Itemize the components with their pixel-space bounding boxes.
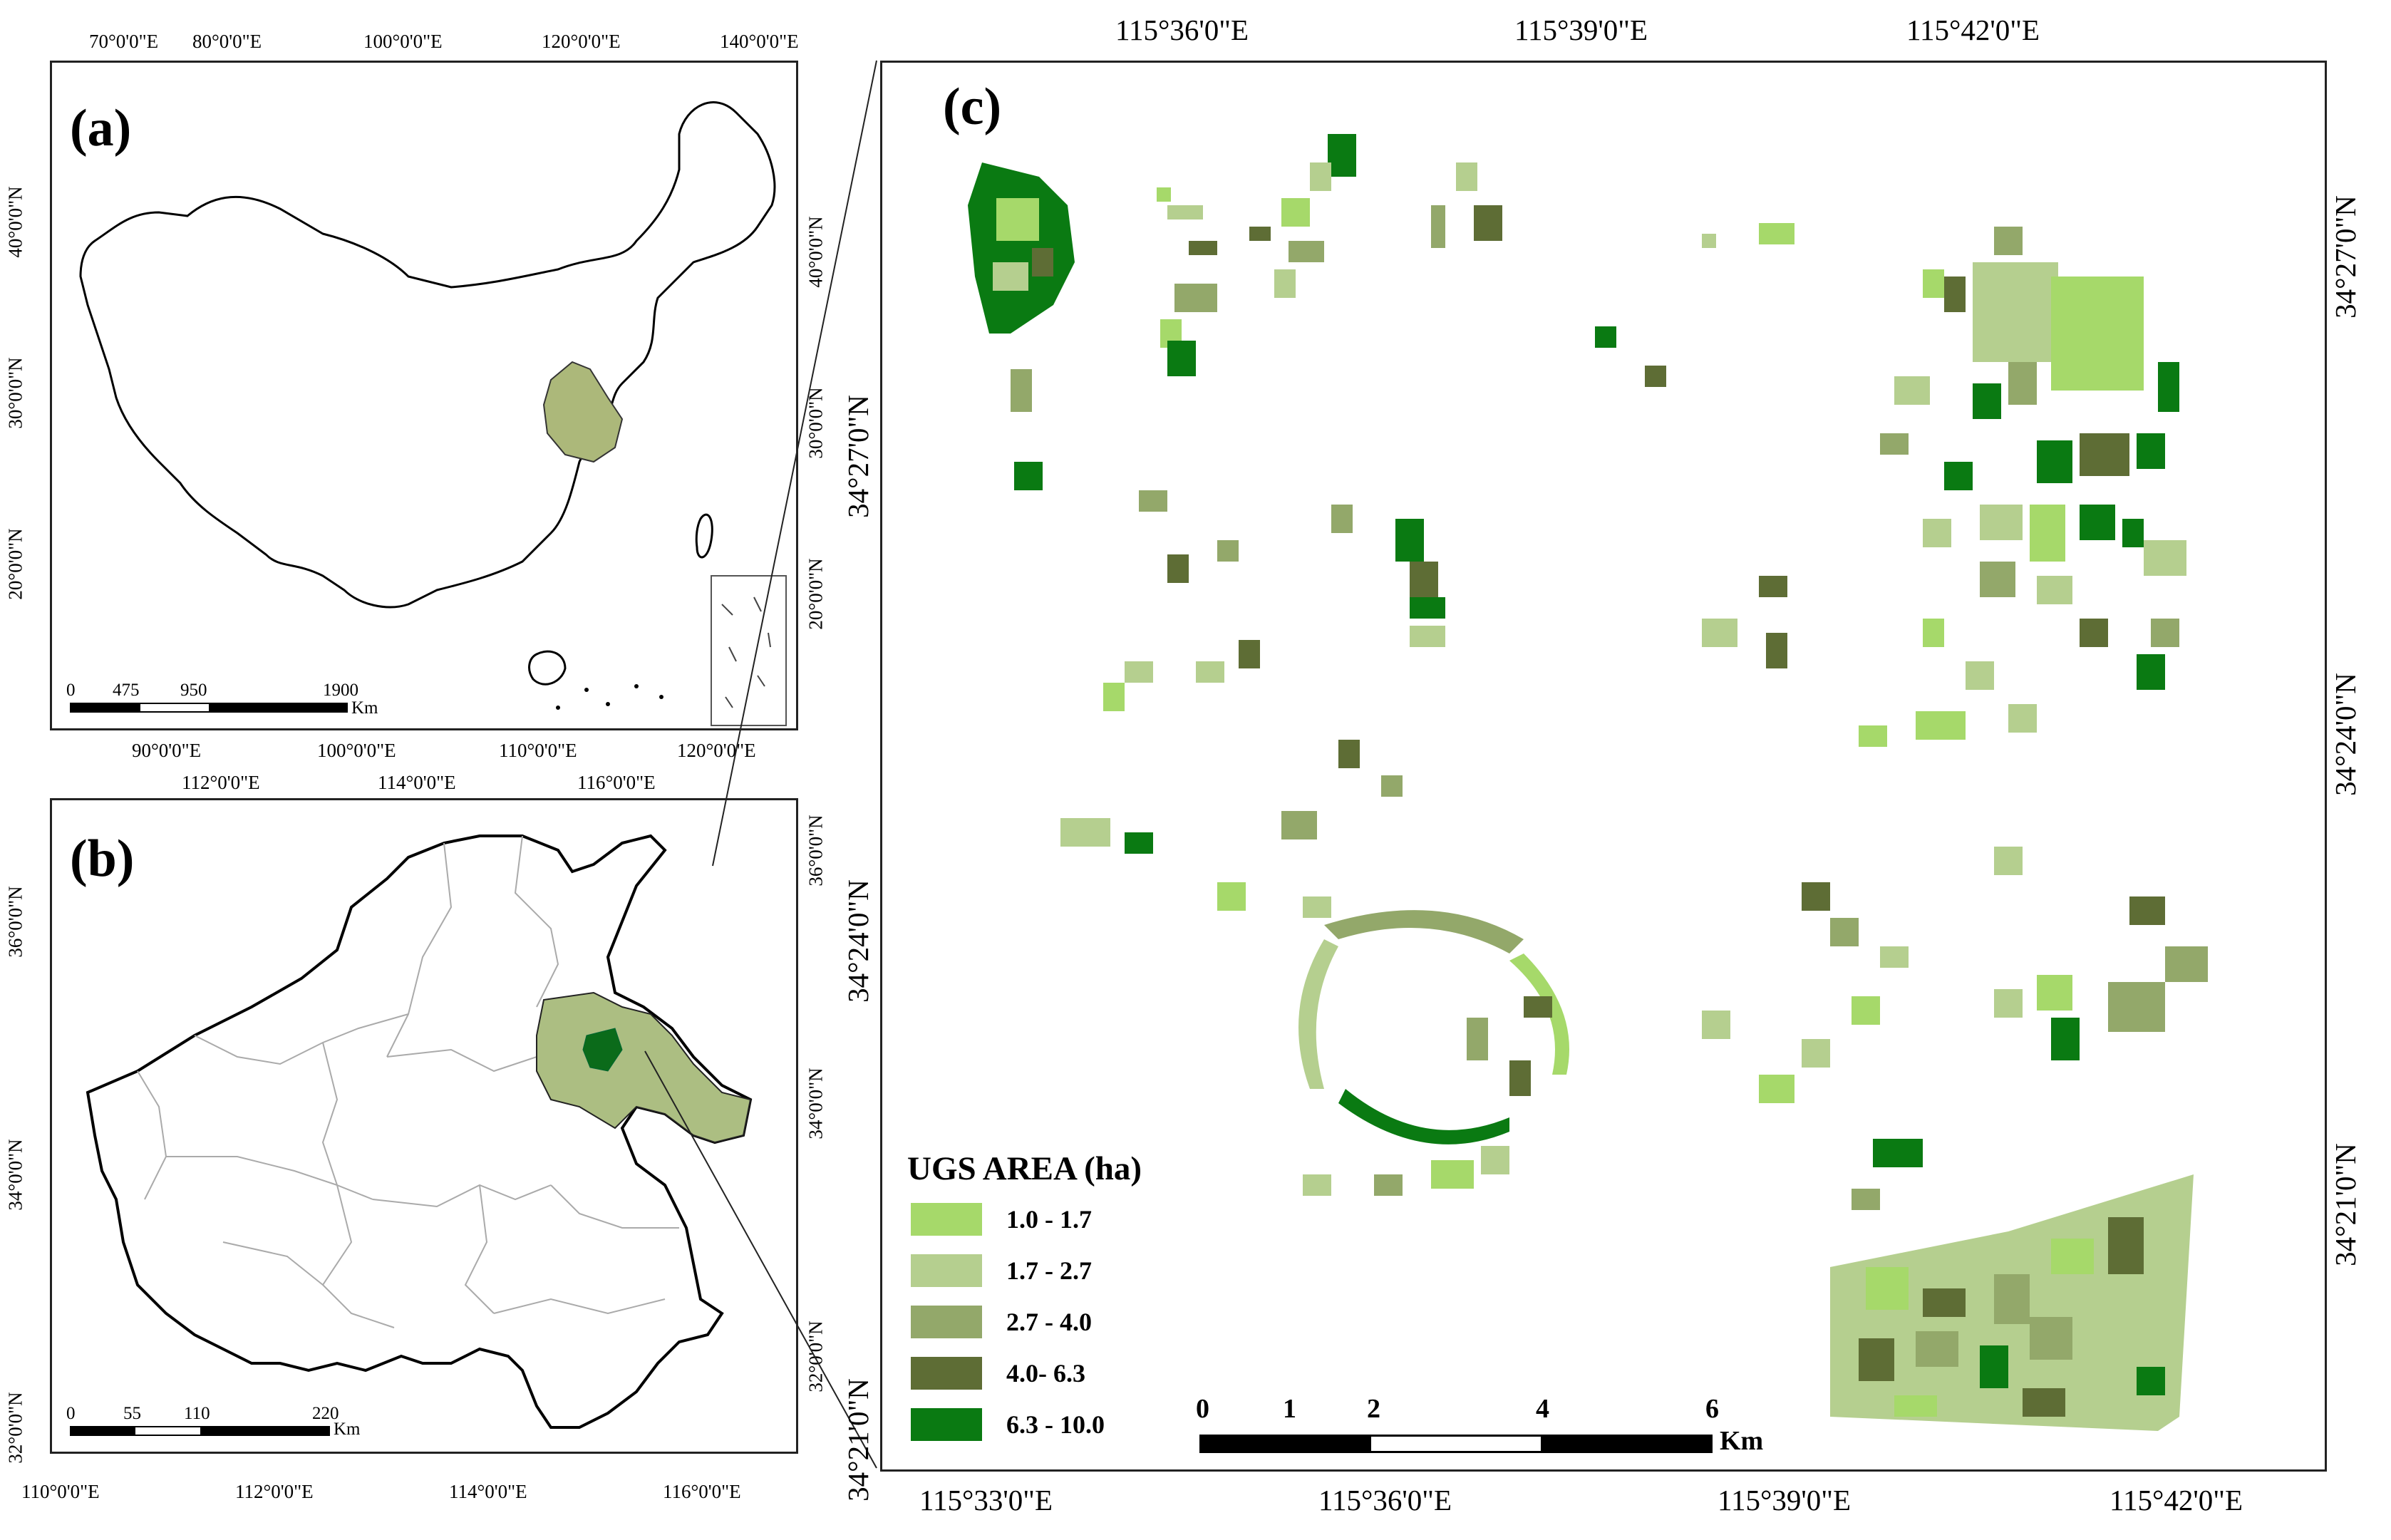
ugs-patches: [968, 134, 2208, 1431]
legend-label-1: 1.7 - 2.7: [1006, 1256, 1092, 1285]
panel-c-right-tick-1: 34°24'0"N: [2328, 673, 2362, 796]
hainan-island: [528, 650, 567, 686]
scale-a-unit: Km: [351, 698, 378, 718]
panel-b-top-tick-1: 114°0'0"E: [378, 772, 456, 793]
south-china-sea-inset: [711, 575, 787, 726]
legend-title: UGS AREA (ha): [907, 1150, 1142, 1187]
panel-b-top-tick-2: 116°0'0"E: [577, 772, 656, 793]
panel-b-right-tick-2: 32°0'0"N: [805, 1321, 827, 1392]
scale-c-0: 0: [1196, 1394, 1209, 1424]
scale-a-1900: 1900: [323, 681, 358, 700]
legend-swatch-0: [911, 1203, 982, 1236]
scale-a-475: 475: [113, 681, 140, 700]
panel-a-bottom-tick-3: 120°0'0"E: [677, 740, 756, 761]
legend-label-3: 4.0- 6.3: [1006, 1359, 1085, 1387]
china-outline-svg: [79, 101, 787, 726]
panel-c-bottom-tick-1: 115°36'0"E: [1318, 1484, 1452, 1516]
panel-a-top-tick-4: 140°0'0"E: [720, 31, 799, 52]
taiwan-island: [695, 513, 713, 559]
panel-c-top-tick-2: 115°42'0"E: [1906, 14, 2040, 46]
scale-b-0: 0: [66, 1404, 76, 1423]
panel-b-right-tick-1: 34°0'0"N: [805, 1068, 827, 1140]
panel-b-bottom-tick-0: 110°0'0"E: [21, 1481, 100, 1502]
legend-item-4: 6.3 - 10.0: [911, 1408, 1105, 1441]
panel-b-left-tick-1: 34°0'0"N: [4, 1139, 26, 1211]
panel-c-bottom-tick-3: 115°42'0"E: [2109, 1484, 2243, 1516]
panel-b-label: (b): [70, 830, 135, 888]
panel-a-top-tick-3: 120°0'0"E: [542, 31, 621, 52]
legend-label-2: 2.7 - 4.0: [1006, 1308, 1092, 1336]
scale-c-unit: Km: [1720, 1426, 1764, 1456]
panel-c-ugs-map: (c) UGS AREA (ha) 1.0 - 1.7 1.7 - 2.7 2.…: [880, 61, 2327, 1472]
legend-swatch-2: [911, 1306, 982, 1338]
panel-c-top-tick-0: 115°36'0"E: [1115, 14, 1249, 46]
prefecture-boundaries: [137, 835, 679, 1328]
legend-item-2: 2.7 - 4.0: [911, 1306, 1092, 1338]
panel-b-bottom-tick-2: 114°0'0"E: [449, 1481, 527, 1502]
scale-b-unit: Km: [334, 1420, 361, 1439]
panel-b-left-tick-0: 36°0'0"N: [4, 886, 26, 958]
coastal-islands: [556, 684, 663, 710]
panel-c-bottom-tick-2: 115°39'0"E: [1718, 1484, 1852, 1516]
henan-outline-svg: [86, 834, 753, 1429]
panel-a-bottom-tick-2: 110°0'0"E: [499, 740, 577, 761]
panel-b-bottom-tick-1: 112°0'0"E: [235, 1481, 314, 1502]
scale-b-55: 55: [123, 1404, 141, 1423]
panel-a-right-tick-0: 40°0'0"N: [805, 216, 827, 288]
scale-a-950: 950: [180, 681, 207, 700]
panel-b-henan-map: (b) 0 55 110 220 Km: [50, 798, 798, 1454]
panel-a-left-tick-2: 20°0'0"N: [4, 528, 26, 600]
scale-bar-b: [70, 1426, 330, 1436]
panel-c-right-tick-0: 34°27'0"N: [2328, 195, 2362, 319]
scale-c-6: 6: [1705, 1394, 1719, 1424]
panel-c-right-tick-2: 34°21'0"N: [2328, 1143, 2362, 1266]
legend-swatch-4: [911, 1408, 982, 1441]
panel-a-bottom-tick-0: 90°0'0"E: [132, 740, 202, 761]
scale-bar-a: [70, 703, 348, 713]
panel-a-right-tick-2: 20°0'0"N: [805, 558, 827, 630]
panel-c-left-tick-0: 34°27'0"N: [841, 395, 874, 518]
panel-c-bottom-tick-0: 115°33'0"E: [919, 1484, 1053, 1516]
scale-c-1: 1: [1283, 1394, 1296, 1424]
panel-c-top-tick-1: 115°39'0"E: [1514, 14, 1648, 46]
panel-a-left-tick-1: 30°0'0"N: [4, 357, 26, 429]
legend-item-1: 1.7 - 2.7: [911, 1254, 1092, 1287]
ugs-patches-svg: [968, 134, 2208, 1431]
panel-b-top-tick-0: 112°0'0"E: [182, 772, 260, 793]
panel-b-bottom-tick-3: 116°0'0"E: [663, 1481, 741, 1502]
panel-a-left-tick-0: 40°0'0"N: [4, 186, 26, 258]
china-boundary: [79, 101, 776, 609]
panel-b-left-tick-2: 32°0'0"N: [4, 1392, 26, 1464]
scale-b-220: 220: [312, 1404, 339, 1423]
panel-a-bottom-tick-1: 100°0'0"E: [317, 740, 396, 761]
panel-a-top-tick-1: 80°0'0"E: [192, 31, 262, 52]
scale-bar-c: [1199, 1435, 1713, 1453]
scale-c-4: 4: [1536, 1394, 1549, 1424]
panel-a-top-tick-2: 100°0'0"E: [363, 31, 443, 52]
panel-a-top-tick-0: 70°0'0"E: [89, 31, 159, 52]
panel-a-label: (a): [70, 99, 132, 157]
legend-label-0: 1.0 - 1.7: [1006, 1205, 1092, 1234]
panel-c-left-tick-2: 34°21'0"N: [841, 1378, 874, 1502]
legend-swatch-3: [911, 1357, 982, 1390]
henan-province-fill: [542, 361, 624, 463]
study-area-fill: [582, 1028, 623, 1072]
scale-a-0: 0: [66, 681, 76, 700]
panel-b-right-tick-0: 36°0'0"N: [805, 815, 827, 887]
henan-boundary: [86, 834, 753, 1429]
panel-a-right-tick-1: 30°0'0"N: [805, 387, 827, 459]
panel-c-left-tick-1: 34°24'0"N: [841, 879, 874, 1003]
legend-label-4: 6.3 - 10.0: [1006, 1410, 1105, 1439]
panel-a-china-map: (a) 0 475 950 1900 Km: [50, 61, 798, 730]
scale-b-110: 110: [184, 1404, 210, 1423]
scale-c-2: 2: [1367, 1394, 1380, 1424]
panel-c-label: (c): [943, 78, 1002, 136]
legend-swatch-1: [911, 1254, 982, 1287]
legend-item-3: 4.0- 6.3: [911, 1357, 1085, 1390]
legend-item-0: 1.0 - 1.7: [911, 1203, 1092, 1236]
